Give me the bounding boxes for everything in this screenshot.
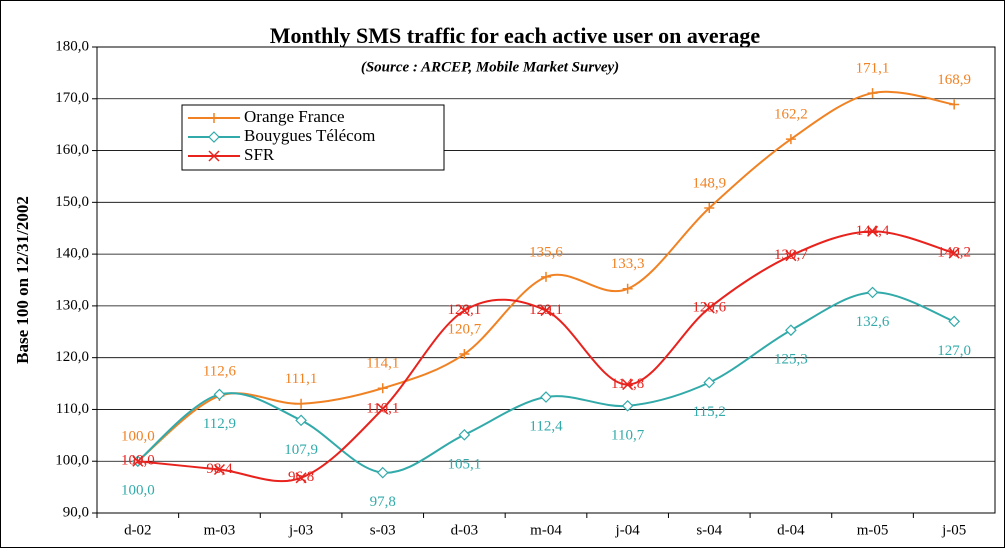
y-axis-label: Base 100 on 12/31/2002 xyxy=(13,196,32,364)
y-tick-label: 150,0 xyxy=(55,194,89,210)
marker xyxy=(785,134,796,145)
data-label: 129,6 xyxy=(692,299,726,315)
data-label: 133,3 xyxy=(611,256,645,272)
marker xyxy=(377,403,389,415)
data-label: 132,6 xyxy=(856,314,890,330)
legend-marker xyxy=(208,150,220,162)
y-tick-label: 180,0 xyxy=(55,38,89,54)
data-label: 114,8 xyxy=(611,376,644,392)
marker xyxy=(540,391,552,403)
marker xyxy=(295,414,307,427)
y-tick-label: 90,0 xyxy=(63,504,89,520)
x-tick-label: j-04 xyxy=(615,522,641,538)
data-label: 112,4 xyxy=(529,418,563,434)
data-label: 100,0 xyxy=(121,453,155,469)
data-label: 107,9 xyxy=(284,442,318,458)
legend-label: SFR xyxy=(244,145,275,164)
marker xyxy=(213,388,226,401)
legend-label: Orange France xyxy=(244,107,345,126)
marker xyxy=(622,379,634,391)
marker xyxy=(295,472,307,484)
x-tick-label: d-04 xyxy=(777,522,805,538)
x-tick-label: j-05 xyxy=(941,522,966,538)
data-label: 110,7 xyxy=(611,427,645,443)
data-label: 125,3 xyxy=(774,352,808,368)
x-tick-label: s-03 xyxy=(370,522,396,538)
data-label: 120,7 xyxy=(447,321,481,337)
data-label: 135,6 xyxy=(529,244,563,260)
data-label: 129,1 xyxy=(529,302,563,318)
marker xyxy=(458,305,470,317)
data-label: 171,1 xyxy=(856,61,890,77)
marker xyxy=(785,324,797,337)
marker xyxy=(622,283,633,294)
marker xyxy=(703,376,716,389)
marker xyxy=(376,466,389,479)
data-label: 115,2 xyxy=(693,404,726,420)
x-tick-label: m-04 xyxy=(530,522,562,538)
x-tick-label: m-03 xyxy=(204,522,236,538)
marker xyxy=(948,247,960,259)
data-label: 148,9 xyxy=(692,175,726,191)
chart-title: Monthly SMS traffic for each active user… xyxy=(270,23,761,48)
x-tick-label: j-03 xyxy=(288,522,313,538)
data-label: 111,1 xyxy=(285,371,318,387)
data-label: 97,8 xyxy=(370,494,396,510)
chart-subtitle: (Source : ARCEP, Mobile Market Survey) xyxy=(361,59,619,75)
marker xyxy=(703,302,715,314)
y-tick-label: 130,0 xyxy=(55,297,89,313)
data-label: 139,7 xyxy=(774,247,808,263)
marker xyxy=(867,88,878,99)
legend-marker xyxy=(208,131,220,143)
y-tick-label: 100,0 xyxy=(55,453,89,469)
data-label: 98,4 xyxy=(206,461,233,477)
data-label: 114,1 xyxy=(366,356,399,372)
legend-label: Bouygues Télécom xyxy=(244,126,375,145)
marker xyxy=(704,203,715,214)
y-tick-label: 170,0 xyxy=(55,90,89,106)
y-tick-label: 110,0 xyxy=(56,401,89,417)
data-label: 110,1 xyxy=(366,400,399,416)
marker xyxy=(621,399,634,412)
data-label: 100,0 xyxy=(121,483,155,499)
marker xyxy=(213,463,225,476)
data-label: 129,1 xyxy=(447,302,481,318)
data-label: 144,4 xyxy=(856,223,890,239)
marker xyxy=(866,286,879,299)
marker xyxy=(458,428,471,441)
marker xyxy=(541,271,551,282)
marker xyxy=(296,398,307,409)
marker xyxy=(867,225,879,237)
marker xyxy=(540,305,552,317)
data-label: 168,9 xyxy=(937,72,971,88)
data-label: 162,2 xyxy=(774,107,808,123)
legend-marker xyxy=(209,113,219,123)
y-tick-label: 140,0 xyxy=(55,246,89,262)
data-label: 127,0 xyxy=(937,343,971,359)
marker xyxy=(948,315,961,328)
data-label: 112,6 xyxy=(203,363,237,379)
x-tick-label: m-05 xyxy=(857,522,889,538)
data-label: 96,8 xyxy=(288,469,314,485)
marker xyxy=(949,99,960,110)
data-label: 112,9 xyxy=(203,416,236,432)
x-tick-label: d-03 xyxy=(451,522,479,538)
marker xyxy=(377,383,388,394)
x-tick-label: s-04 xyxy=(696,522,722,538)
data-label: 140,2 xyxy=(937,245,971,261)
marker xyxy=(132,455,144,467)
y-tick-label: 160,0 xyxy=(55,142,89,158)
marker xyxy=(785,250,797,262)
x-tick-label: d-02 xyxy=(124,522,152,538)
data-label: 105,1 xyxy=(447,456,481,472)
marker xyxy=(459,349,470,360)
y-tick-label: 120,0 xyxy=(55,349,89,365)
data-label: 100,0 xyxy=(121,429,155,445)
